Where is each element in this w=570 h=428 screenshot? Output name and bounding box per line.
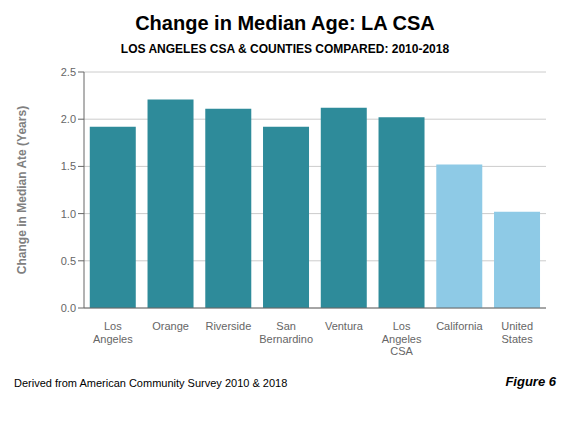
svg-text:LosAngeles: LosAngeles	[93, 320, 133, 345]
svg-text:Riverside: Riverside	[205, 320, 251, 332]
svg-text:0.0: 0.0	[61, 302, 76, 314]
svg-text:LosAngelesCSA: LosAngelesCSA	[382, 320, 422, 357]
html-text:Change in Median Age: LA CSA: Change in Median Age: LA CSA	[135, 12, 435, 34]
svg-text:1.0: 1.0	[61, 208, 76, 220]
html-text:LOS ANGELES CSA & COUNTIES COM: LOS ANGELES CSA & COUNTIES COMPARED: 201…	[120, 42, 450, 56]
svg-text:0.5: 0.5	[61, 255, 76, 267]
html-text:Derived from American Communit: Derived from American Community Survey 2…	[14, 377, 288, 389]
svg-text:Change in Median Ate (Years): Change in Median Ate (Years)	[15, 106, 29, 274]
svg-text:1.5: 1.5	[61, 160, 76, 172]
svg-text:California: California	[436, 320, 483, 332]
svg-text:2.5: 2.5	[61, 66, 76, 78]
html-text:Figure 6: Figure 6	[505, 374, 556, 389]
svg-text:UnitedStates: UnitedStates	[501, 320, 533, 345]
svg-text:2.0: 2.0	[61, 113, 76, 125]
svg-text:Ventura: Ventura	[325, 320, 364, 332]
svg-text:Orange: Orange	[152, 320, 189, 332]
svg-text:SanBernardino: SanBernardino	[259, 320, 313, 345]
